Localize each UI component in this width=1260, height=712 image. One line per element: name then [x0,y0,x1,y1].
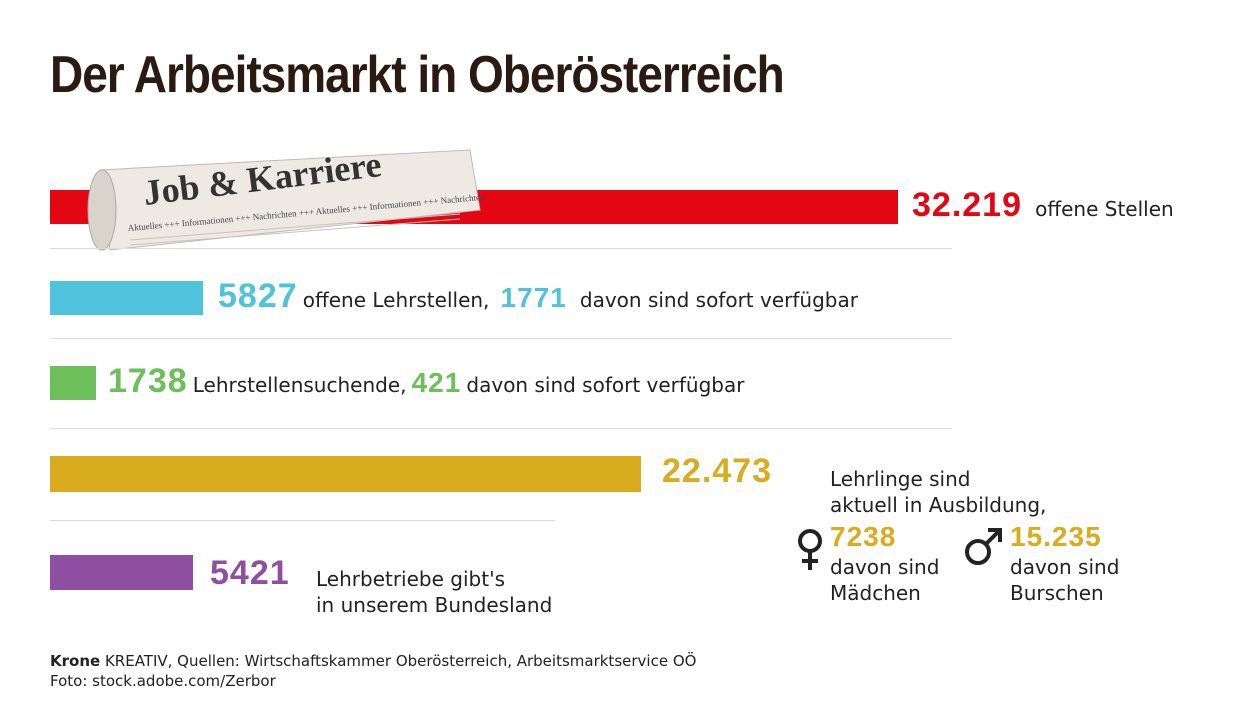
label-line: in unserem Bundesland [316,593,553,617]
title: Der Arbeitsmarkt in Oberösterreich [50,45,785,104]
label: davon sind sofort verfügbar [466,373,745,397]
sub-value: 421 [411,367,462,398]
label-line: Burschen [1010,581,1104,605]
footer: Krone KREATIV, Quellen: Wirtschaftskamme… [50,651,696,691]
value-label: 22.473 [662,452,772,490]
label-line: davon sind [830,555,940,579]
bar [50,456,642,492]
female-value: 7238 [830,521,897,552]
separator [50,520,555,521]
label: Lehrstellensuchende, [192,373,407,397]
label: Lehrbetriebe gibt's in unserem Bundeslan… [316,566,552,618]
label-line: Mädchen [830,581,921,605]
male-value: 15.235 [1010,521,1102,552]
separator [50,428,952,429]
separator [50,338,952,339]
photo-credit: Foto: stock.adobe.com/Zerbor [50,672,276,690]
label-line: aktuell in Ausbildung, [830,493,1047,517]
female-icon [798,529,822,570]
value-label: 5827 [218,277,298,315]
newspaper-image: Job & Karriere Aktuelles +++ Information… [87,144,485,251]
male: 15.235 davon sind Burschen [1010,520,1119,606]
row: 32.219 offene Stellen [912,186,1174,225]
value-label: 32.219 [912,186,1022,224]
brand: Krone [50,652,101,670]
bar [50,555,193,590]
female: 7238 davon sind Mädchen [830,520,939,606]
label: davon sind sofort verfügbar [579,288,858,312]
separator [50,248,952,249]
label: Lehrlinge sind aktuell in Ausbildung, [830,466,1046,518]
label: offene Stellen [1035,197,1174,221]
row: 5827 offene Lehrstellen, 1771 davon sind… [218,277,858,316]
bar [50,281,204,315]
male-icon [965,528,1002,565]
value-label: 5421 [210,554,290,592]
sub-value: 1771 [500,282,567,313]
value-label: 1738 [108,362,188,400]
row: 1738 Lehrstellensuchende, 421 davon sind… [108,362,744,401]
label: offene Lehrstellen, [302,288,490,312]
label-line: Lehrlinge sind [830,467,971,491]
source: KREATIV, Quellen: Wirtschaftskammer Ober… [104,652,697,670]
bar [50,366,96,400]
label-line: Lehrbetriebe gibt's [316,567,505,591]
label-line: davon sind [1010,555,1120,579]
